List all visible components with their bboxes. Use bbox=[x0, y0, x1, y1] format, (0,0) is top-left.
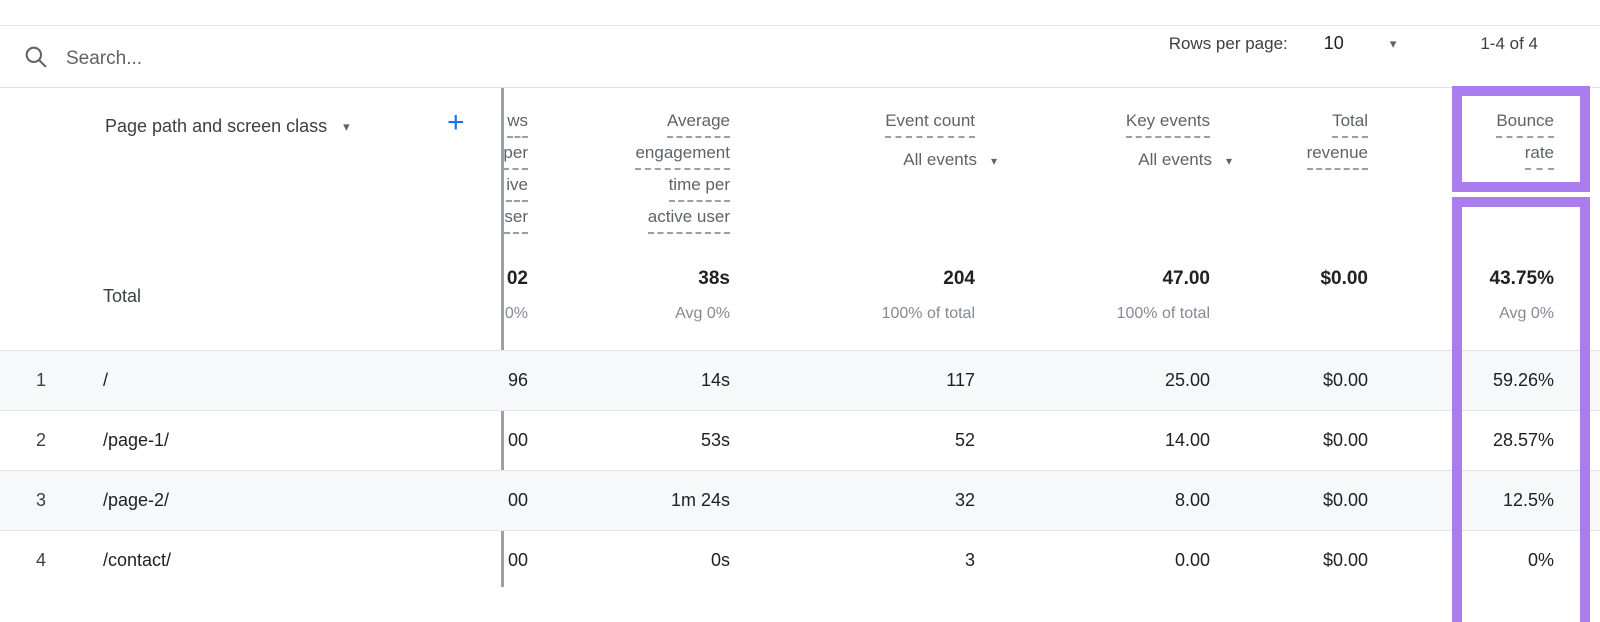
total-event-count: 204 bbox=[943, 268, 975, 289]
key-events-cell: 14.00 bbox=[1164, 430, 1210, 450]
event-count-cell: 52 bbox=[954, 430, 975, 450]
pagination-controls: Rows per page: 10 ▾ 1-4 of 4 bbox=[1169, 0, 1538, 87]
total-revenue-cell: $0.00 bbox=[1322, 490, 1368, 510]
pagination-range: 1-4 of 4 bbox=[1480, 33, 1538, 53]
avg-engagement-cell: 14s bbox=[700, 370, 730, 390]
row-index: 2 bbox=[36, 430, 47, 450]
header-line: engagement bbox=[635, 140, 730, 170]
rows-per-page-label: Rows per page: bbox=[1168, 33, 1288, 53]
event-count-cell: 3 bbox=[964, 550, 975, 570]
chevron-down-icon: ▾ bbox=[1225, 154, 1232, 168]
header-line: rate bbox=[1524, 140, 1554, 170]
total-revenue-cell: $0.00 bbox=[1322, 430, 1368, 450]
add-column-button[interactable]: + bbox=[447, 106, 465, 139]
total-key-events-sub: 100% of total bbox=[1116, 305, 1210, 322]
total-avg-engagement: 38s bbox=[698, 268, 730, 289]
top-divider bbox=[0, 25, 1600, 26]
header-line: Average bbox=[666, 108, 730, 138]
event-count-cell: 117 bbox=[946, 370, 975, 390]
header-line: per bbox=[503, 140, 528, 170]
views-clipped-cell: 00 bbox=[507, 550, 528, 570]
header-line: Event count bbox=[885, 108, 975, 138]
total-event-count-sub: 100% of total bbox=[881, 305, 975, 322]
avg-engagement-cell: 53s bbox=[700, 430, 730, 450]
total-views-clipped: 02 bbox=[506, 268, 528, 289]
total-avg-engagement-sub: Avg 0% bbox=[675, 305, 730, 322]
total-bounce-rate-sub: Avg 0% bbox=[1499, 305, 1554, 322]
page-path-cell: /page-2/ bbox=[103, 490, 170, 510]
frozen-column-divider[interactable] bbox=[501, 88, 504, 587]
chevron-down-icon: ▾ bbox=[990, 154, 997, 168]
key-events-cell: 25.00 bbox=[1164, 370, 1210, 390]
table-row: 4 /contact/ 00 0s 3 0.00 $0.00 0% bbox=[0, 530, 1600, 590]
bounce-rate-cell: 12.5% bbox=[1502, 490, 1554, 510]
chevron-down-icon[interactable]: ▾ bbox=[1389, 35, 1397, 51]
header-line: ser bbox=[504, 204, 528, 234]
column-header-key-events[interactable]: Key events All events ▾ bbox=[1125, 108, 1232, 178]
page-path-cell: /contact/ bbox=[103, 550, 172, 570]
total-revenue-cell: $0.00 bbox=[1322, 550, 1368, 570]
avg-engagement-cell: 0s bbox=[710, 550, 730, 570]
total-revenue-cell: $0.00 bbox=[1322, 370, 1368, 390]
column-header-bounce-rate[interactable]: Bounce rate bbox=[1496, 108, 1554, 172]
total-bounce-rate: 43.75% bbox=[1489, 268, 1554, 289]
bounce-rate-cell: 59.26% bbox=[1492, 370, 1554, 390]
bounce-rate-cell: 0% bbox=[1527, 550, 1554, 570]
event-count-filter-label: All events bbox=[903, 150, 977, 169]
header-line: time per bbox=[668, 172, 730, 202]
table-row: 1 / 96 14s 117 25.00 $0.00 59.26% bbox=[0, 350, 1600, 410]
key-events-cell: 0.00 bbox=[1174, 550, 1210, 570]
search-icon bbox=[23, 44, 49, 70]
total-views-clipped-sub: 0% bbox=[504, 305, 528, 322]
header-line: active user bbox=[647, 204, 730, 234]
dimension-header: Page path and screen class ▾ bbox=[105, 116, 350, 137]
views-clipped-cell: 00 bbox=[507, 490, 528, 510]
key-events-cell: 8.00 bbox=[1174, 490, 1210, 510]
chevron-down-icon[interactable]: ▾ bbox=[343, 118, 350, 134]
page-path-cell: / bbox=[103, 370, 109, 390]
totals-row-label: Total bbox=[103, 286, 142, 306]
column-header-event-count[interactable]: Event count All events ▾ bbox=[885, 108, 997, 178]
header-line: Bounce bbox=[1496, 108, 1554, 138]
total-revenue: $0.00 bbox=[1320, 268, 1368, 289]
bounce-rate-cell: 28.57% bbox=[1492, 430, 1554, 450]
key-events-filter-label: All events bbox=[1138, 150, 1212, 169]
header-line: Key events bbox=[1125, 108, 1210, 138]
table-row: 3 /page-2/ 00 1m 24s 32 8.00 $0.00 12.5% bbox=[0, 470, 1600, 530]
event-count-filter[interactable]: All events ▾ bbox=[885, 146, 997, 178]
header-line: revenue bbox=[1306, 140, 1368, 170]
header-line: Total bbox=[1332, 108, 1368, 138]
header-line: ive bbox=[506, 172, 528, 202]
total-key-events: 47.00 bbox=[1162, 268, 1210, 289]
column-header-views-per-active-user-clipped[interactable]: ws per ive ser bbox=[503, 108, 528, 236]
dimension-header-label[interactable]: Page path and screen class bbox=[105, 116, 328, 136]
page-path-cell: /page-1/ bbox=[103, 430, 170, 450]
row-index: 4 bbox=[36, 550, 47, 570]
row-index: 3 bbox=[36, 490, 47, 510]
header-line: ws bbox=[507, 108, 528, 138]
rows-per-page-select[interactable]: 10 bbox=[1323, 33, 1344, 53]
views-clipped-cell: 00 bbox=[507, 430, 528, 450]
column-header-total-revenue[interactable]: Total revenue bbox=[1306, 108, 1368, 172]
avg-engagement-cell: 1m 24s bbox=[670, 490, 730, 510]
row-index: 1 bbox=[36, 370, 47, 390]
column-header-avg-engagement-time[interactable]: Average engagement time per active user bbox=[635, 108, 730, 236]
event-count-cell: 32 bbox=[954, 490, 975, 510]
search-input[interactable] bbox=[64, 42, 888, 76]
table-row: 2 /page-1/ 00 53s 52 14.00 $0.00 28.57% bbox=[0, 410, 1600, 470]
views-clipped-cell: 96 bbox=[507, 370, 528, 390]
toolbar-divider bbox=[0, 87, 1600, 88]
key-events-filter[interactable]: All events ▾ bbox=[1126, 146, 1232, 178]
